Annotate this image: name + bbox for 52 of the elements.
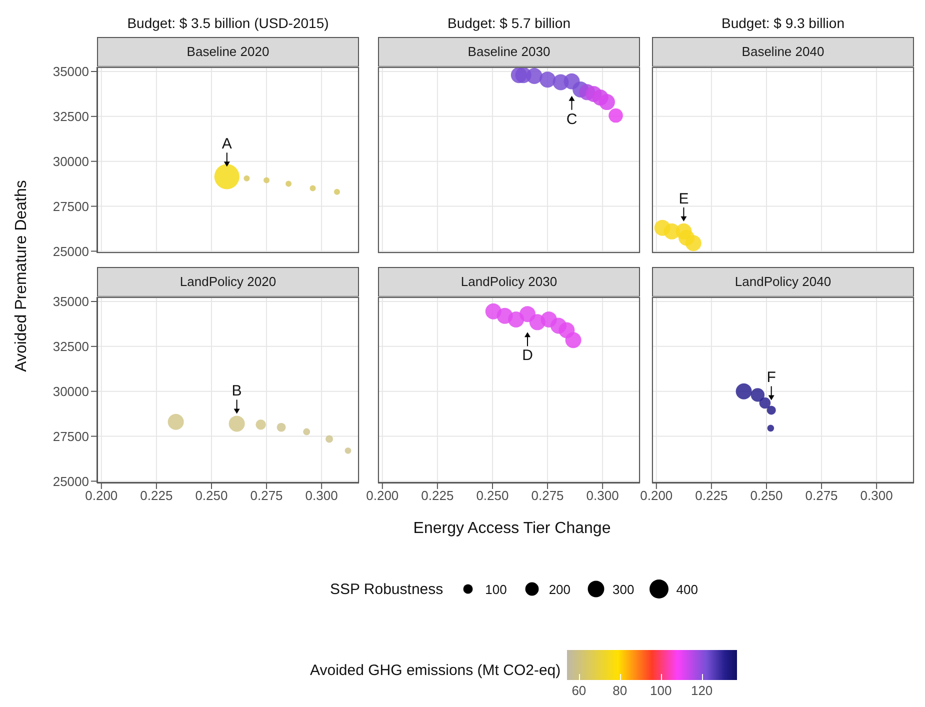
y-tick-label: 25000 [52,474,89,489]
chart-title: Baseline 2040 [652,37,914,67]
y-tick-label: 27500 [52,198,89,214]
x-tick-label: 0.225 [421,488,454,504]
x-tick-label: 0.300 [305,488,338,504]
x-tick-label: 0.275 [805,488,838,504]
y-tick-label: 35000 [52,64,89,80]
legend-label: 300 [612,582,634,596]
y-axis-title: Avoided Premature Deaths [13,180,31,372]
y-tick-label: 35000 [52,294,89,310]
y-tick-label: 32500 [52,109,89,124]
y-tick-label: 27500 [52,428,89,444]
chart-title: LandPolicy 2020 [97,267,359,297]
x-tick-label: 0.300 [860,488,893,504]
chart-subtitle: Budget: $ 5.7 billion [446,14,572,33]
x-axis-title: Energy Access Tier Change [413,520,611,538]
color-bar-label: 120 [690,683,713,698]
x-tick-label: 0.225 [695,488,728,504]
annotation: C [566,110,578,128]
chart-title: Baseline 2020 [97,37,359,67]
x-tick-label: 0.275 [531,488,564,504]
color-bar-label: 100 [650,683,672,698]
annotation: B [232,382,242,400]
x-tick-label: 0.250 [476,488,509,504]
legend-label: 200 [548,582,571,596]
annotation: E [678,190,689,208]
chart-title: LandPolicy 2040 [652,267,914,297]
x-tick-label: 0.225 [140,488,173,504]
y-tick-label: 25000 [52,244,89,259]
x-tick-label: 0.250 [750,488,783,504]
y-tick-label: 30000 [52,384,89,399]
annotation: D [522,347,534,364]
color-bar-label: 60 [572,683,586,698]
annotation: F [766,369,776,386]
x-tick-label: 0.250 [195,488,228,504]
color-bar-label: 80 [612,683,628,698]
chart-title: Baseline 2030 [378,37,640,67]
x-tick-label: 0.275 [250,488,283,504]
x-tick-label: 0.200 [85,488,118,504]
chart-title: LandPolicy 2030 [378,267,640,297]
legend-title: SSP Robustness [330,580,444,598]
legend-label: 400 [676,582,698,596]
x-tick-label: 0.200 [366,488,399,504]
y-tick-label: 32500 [52,339,89,354]
legend-label: 100 [485,582,507,596]
chart-subtitle: Budget: $ 9.3 billion [720,14,846,33]
chart-subtitle: Budget: $ 3.5 billion (USD-2015) [126,14,330,33]
x-tick-label: 0.300 [586,488,619,504]
y-tick-label: 30000 [52,154,89,169]
annotation: A [222,136,232,153]
color-bar-title: Avoided GHG emissions (Mt CO2-eq) [310,662,561,679]
x-tick-label: 0.200 [640,488,673,504]
